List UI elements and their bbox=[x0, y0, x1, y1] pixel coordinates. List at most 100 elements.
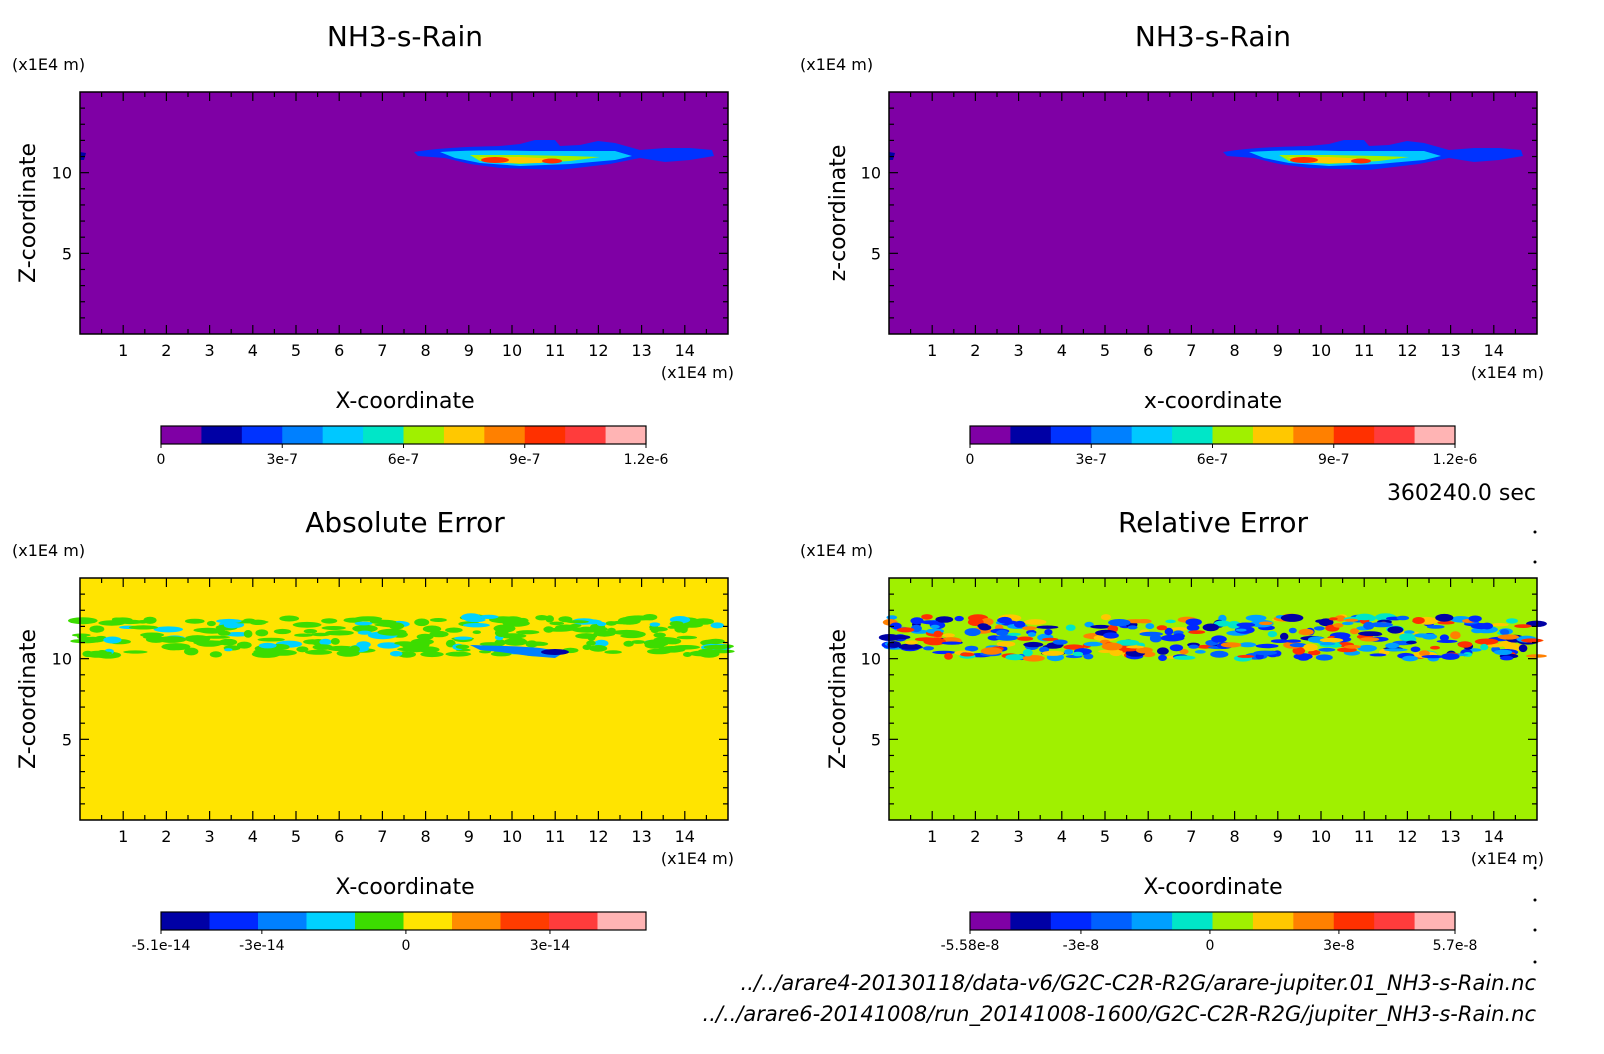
colorbar-swatch bbox=[1333, 426, 1375, 444]
error-blob bbox=[1404, 630, 1415, 635]
error-blob bbox=[414, 618, 430, 627]
error-blob bbox=[921, 614, 933, 620]
error-blob bbox=[472, 630, 481, 634]
error-blob bbox=[1500, 629, 1510, 636]
panel-absolute-error: Absolute Error (x1E4 m) 1 2 3 4 5 6 7 8 9 10 11 12 1… bbox=[12, 506, 735, 954]
y-axis-label: z-coordinate bbox=[826, 145, 851, 282]
colorbar-tick-label: -3e-14 bbox=[239, 938, 285, 954]
plot-background bbox=[80, 92, 728, 334]
error-blob bbox=[1319, 637, 1344, 643]
x-tick-label: 10 bbox=[1311, 827, 1331, 846]
error-blob bbox=[1135, 647, 1153, 654]
error-blob bbox=[224, 648, 233, 652]
error-blob bbox=[1127, 625, 1138, 630]
colorbar-tick-label: -5.58e-8 bbox=[941, 938, 1000, 954]
x-axis-label: X-coordinate bbox=[335, 389, 474, 414]
colorbar-swatch bbox=[1172, 426, 1213, 444]
feature-peak bbox=[481, 157, 509, 163]
error-blob bbox=[1497, 634, 1520, 640]
error-blob bbox=[1357, 644, 1377, 652]
error-blob bbox=[624, 631, 646, 638]
error-blob bbox=[1255, 643, 1279, 649]
colorbar-tick-label: 0 bbox=[401, 938, 410, 954]
error-blob bbox=[1457, 641, 1473, 648]
error-blob bbox=[904, 640, 919, 645]
y-tick-label: 10 bbox=[52, 164, 72, 183]
colorbar-swatch bbox=[1010, 426, 1052, 444]
error-blob bbox=[1402, 655, 1418, 662]
error-blob bbox=[321, 618, 338, 624]
error-blob bbox=[184, 647, 199, 656]
error-blob bbox=[960, 652, 975, 657]
error-blob bbox=[1237, 654, 1255, 658]
error-blob bbox=[1186, 624, 1200, 631]
colorbar-swatch bbox=[1414, 912, 1456, 930]
error-blob bbox=[1418, 650, 1430, 657]
error-blob bbox=[416, 633, 434, 640]
error-blob bbox=[997, 617, 1012, 624]
error-blob bbox=[1387, 626, 1404, 634]
error-blob bbox=[1227, 621, 1241, 629]
error-blob bbox=[223, 622, 240, 629]
y-tick-label: 5 bbox=[62, 730, 72, 749]
x-tick-label: 6 bbox=[334, 827, 344, 846]
error-blob bbox=[1022, 655, 1045, 662]
error-blob bbox=[1437, 620, 1455, 625]
plot-background bbox=[889, 92, 1537, 334]
error-blob bbox=[1100, 614, 1112, 621]
error-blob bbox=[1298, 628, 1314, 636]
error-blob bbox=[1188, 630, 1206, 634]
error-blob bbox=[311, 632, 331, 637]
colorbar-swatch bbox=[500, 912, 550, 930]
error-blob bbox=[1493, 649, 1513, 655]
error-blob bbox=[257, 637, 285, 642]
colorbar-tick-label: 6e-7 bbox=[388, 452, 419, 468]
error-blob bbox=[1344, 618, 1359, 622]
error-blob bbox=[663, 646, 686, 650]
x-tick-label: 14 bbox=[1484, 341, 1504, 360]
colorbar-tick-label: 9e-7 bbox=[509, 452, 540, 468]
colorbar-swatch bbox=[1252, 912, 1294, 930]
error-blob bbox=[429, 618, 447, 622]
error-blob bbox=[1042, 637, 1059, 642]
error-blob bbox=[1430, 645, 1440, 650]
error-blob bbox=[111, 617, 122, 622]
error-blob bbox=[964, 645, 979, 652]
error-blob bbox=[308, 649, 328, 654]
error-blob bbox=[1280, 613, 1304, 622]
colorbar-tick-label: 0 bbox=[157, 452, 166, 468]
error-blob bbox=[1202, 623, 1220, 632]
colorbar-tick-label: -3e-8 bbox=[1063, 938, 1100, 954]
error-blob bbox=[354, 621, 373, 626]
error-blob bbox=[258, 642, 277, 649]
error-blob bbox=[1014, 620, 1026, 628]
error-blob bbox=[1109, 648, 1123, 657]
x-tick-label: 8 bbox=[421, 341, 431, 360]
error-blob bbox=[157, 636, 187, 643]
x-tick-label: 3 bbox=[205, 341, 215, 360]
error-blob bbox=[1041, 650, 1065, 656]
error-blob bbox=[1313, 626, 1325, 631]
error-blob bbox=[995, 635, 1019, 641]
error-blob bbox=[1399, 633, 1416, 642]
panel-nh3-rain-right: NH3-s-Rain (x1E4 m) 1 2 3 4 5 6 7 8 9 10 11 12 13 145… bbox=[800, 20, 1544, 468]
error-blob bbox=[535, 615, 549, 621]
colorbar-swatch bbox=[1333, 912, 1375, 930]
error-blob bbox=[1341, 621, 1354, 626]
error-blob bbox=[1297, 655, 1310, 661]
error-blob bbox=[389, 622, 405, 630]
colorbar-swatch bbox=[1212, 912, 1254, 930]
x-tick-label: 4 bbox=[248, 827, 258, 846]
x-tick-label: 4 bbox=[1057, 341, 1067, 360]
error-blob bbox=[549, 621, 565, 626]
error-blob bbox=[1468, 615, 1482, 622]
colorbar-swatch bbox=[1131, 426, 1173, 444]
error-blob bbox=[1185, 618, 1202, 626]
y-tick-label: 10 bbox=[52, 650, 72, 669]
colorbar-swatch bbox=[1374, 426, 1416, 444]
error-blob bbox=[507, 637, 526, 644]
x-tick-label: 6 bbox=[334, 341, 344, 360]
error-blob bbox=[996, 629, 1009, 637]
